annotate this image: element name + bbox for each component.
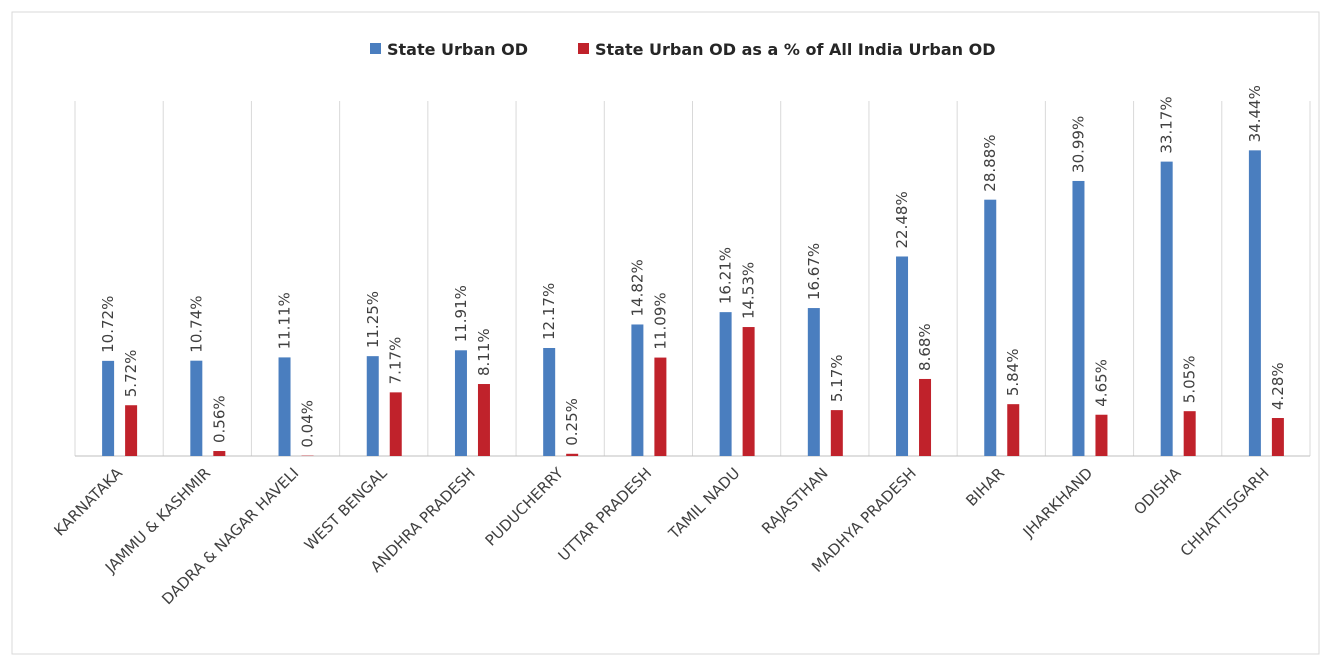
- bar: [478, 384, 490, 456]
- data-label: 10.74%: [187, 295, 205, 352]
- data-label: 22.48%: [893, 191, 911, 248]
- bar: [213, 451, 225, 456]
- legend-label: State Urban OD as a % of All India Urban…: [595, 40, 996, 59]
- data-label: 0.04%: [299, 400, 317, 448]
- data-label: 28.88%: [981, 134, 999, 191]
- bar: [190, 361, 202, 456]
- bar: [1272, 418, 1284, 456]
- bar: [455, 350, 467, 456]
- data-label: 10.72%: [99, 296, 117, 353]
- data-label: 11.11%: [276, 292, 294, 349]
- data-label: 12.17%: [540, 283, 558, 340]
- bar: [984, 200, 996, 456]
- data-label: 8.68%: [916, 323, 934, 371]
- data-label: 33.17%: [1158, 96, 1176, 153]
- bar: [1095, 415, 1107, 456]
- data-label: 5.84%: [1004, 349, 1022, 397]
- bar: [125, 405, 137, 456]
- bar: [919, 379, 931, 456]
- bar: [654, 358, 666, 456]
- data-label: 4.28%: [1269, 362, 1287, 410]
- bar: [1161, 162, 1173, 456]
- bar: [367, 356, 379, 456]
- data-label: 11.25%: [364, 291, 382, 348]
- data-label: 11.09%: [651, 292, 669, 349]
- data-label: 11.91%: [452, 285, 470, 342]
- legend-swatch: [578, 43, 589, 54]
- data-label: 8.11%: [475, 328, 493, 376]
- data-label: 5.17%: [828, 354, 846, 402]
- data-label: 16.67%: [805, 243, 823, 300]
- bar: [543, 348, 555, 456]
- bar: [279, 357, 291, 456]
- data-label: 14.53%: [740, 262, 758, 319]
- legend-label: State Urban OD: [387, 40, 528, 59]
- bar: [831, 410, 843, 456]
- bar: [808, 308, 820, 456]
- data-label: 34.44%: [1246, 85, 1264, 142]
- bar: [1249, 150, 1261, 456]
- data-label: 14.82%: [628, 259, 646, 316]
- bar: [102, 361, 114, 456]
- bar: [390, 392, 402, 456]
- bar: [631, 324, 643, 456]
- data-label: 16.21%: [717, 247, 735, 304]
- bar: [720, 312, 732, 456]
- bar: [1184, 411, 1196, 456]
- data-label: 5.05%: [1181, 356, 1199, 404]
- bar: [1007, 404, 1019, 456]
- legend-swatch: [370, 43, 381, 54]
- data-label: 0.56%: [210, 395, 228, 443]
- bar: [566, 454, 578, 456]
- data-label: 4.65%: [1092, 359, 1110, 407]
- bar: [743, 327, 755, 456]
- data-label: 30.99%: [1069, 116, 1087, 173]
- data-label: 5.72%: [122, 350, 140, 398]
- bar: [1072, 181, 1084, 456]
- data-label: 7.17%: [387, 337, 405, 385]
- bar: [896, 256, 908, 456]
- data-label: 0.25%: [563, 398, 581, 446]
